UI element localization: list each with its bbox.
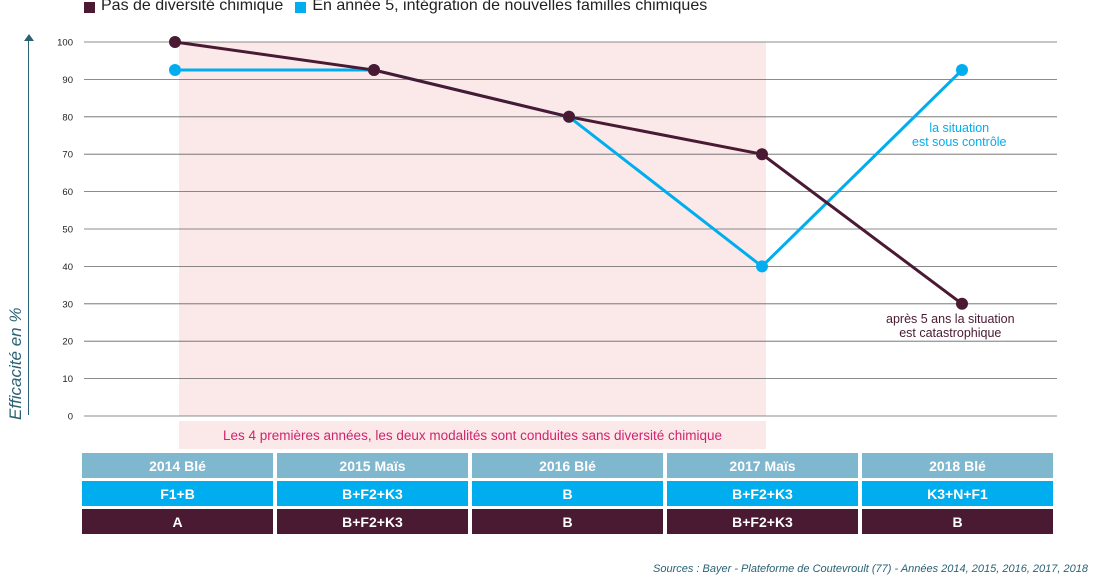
y-axis-arrow-icon — [24, 34, 34, 41]
y-tick-label: 100 — [57, 38, 73, 49]
table-cell-blue: B+F2+K3 — [667, 481, 858, 506]
y-tick-label: 10 — [62, 374, 73, 385]
table-cell-dark: B — [472, 509, 663, 534]
table-cell-blue: B+F2+K3 — [277, 481, 468, 506]
line-chart: 0 10 20 30 40 50 60 70 80 90 100 — [57, 36, 1057, 423]
table-row-years: 2014 Blé 2015 Maïs 2016 Blé 2017 Maïs 20… — [82, 453, 1058, 478]
table-row-no-diversity: A B+F2+K3 B B+F2+K3 B — [82, 509, 1058, 534]
y-tick-label: 20 — [62, 337, 73, 348]
data-point — [368, 64, 380, 77]
source-note: Sources : Bayer - Plateforme de Coutevro… — [653, 563, 1088, 575]
table-cell-dark: B+F2+K3 — [277, 509, 468, 534]
legend-item-new-families: En année 5, intégration de nouvelles fam… — [295, 0, 707, 15]
y-tick-label: 40 — [62, 262, 73, 273]
legend-label-new-families: En année 5, intégration de nouvelles fam… — [312, 0, 708, 14]
annotation-under-control-line2: est sous contrôle — [912, 135, 1007, 149]
table-row-new-families: F1+B B+F2+K3 B B+F2+K3 K3+N+F1 — [82, 481, 1058, 506]
legend-label-no-diversity: Pas de diversité chimique — [101, 0, 284, 14]
table-cell-year: 2015 Maïs — [277, 453, 468, 478]
legend-swatch-blue — [295, 1, 307, 13]
data-point — [956, 64, 968, 77]
y-tick-label: 30 — [62, 299, 73, 310]
y-tick-label: 60 — [62, 187, 73, 198]
table-cell-year: 2017 Maïs — [667, 453, 858, 478]
y-axis-line — [28, 38, 29, 415]
table-cell-year: 2014 Blé — [82, 453, 273, 478]
data-point — [563, 110, 575, 123]
y-tick-label: 90 — [62, 75, 73, 86]
table-cell-dark: B — [862, 509, 1053, 534]
table-cell-year: 2018 Blé — [862, 453, 1053, 478]
grid-layer: 0 10 20 30 40 50 60 70 80 90 100 — [57, 38, 1057, 423]
data-point — [756, 148, 768, 161]
annotation-under-control-line1: la situation — [929, 121, 990, 135]
annotation-catastrophic: après 5 ans la situation est catastrophi… — [886, 312, 1015, 340]
treatment-table: 2014 Blé 2015 Maïs 2016 Blé 2017 Maïs 20… — [82, 453, 1058, 537]
data-point — [956, 297, 968, 310]
legend-swatch-dark — [84, 1, 95, 13]
table-cell-dark: A — [82, 509, 273, 534]
annotation-under-control: la situation est sous contrôle — [912, 121, 1007, 149]
series-layer — [169, 36, 968, 310]
y-tick-label: 0 — [68, 412, 73, 423]
shaded-region-note: Les 4 premières années, les deux modalit… — [179, 421, 766, 449]
table-cell-blue: B — [472, 481, 663, 506]
data-point — [756, 260, 768, 273]
y-tick-label: 70 — [62, 150, 73, 161]
data-point — [169, 64, 181, 77]
y-tick-label: 50 — [62, 225, 73, 236]
legend-item-no-diversity: Pas de diversité chimique — [84, 0, 283, 15]
table-cell-blue: F1+B — [82, 481, 273, 506]
annotation-catastrophic-line2: est catastrophique — [899, 326, 1002, 340]
data-point — [169, 36, 181, 48]
table-cell-blue: K3+N+F1 — [862, 481, 1053, 506]
annotation-catastrophic-line1: après 5 ans la situation — [886, 312, 1015, 326]
legend: Pas de diversité chimique En année 5, in… — [84, 0, 719, 15]
y-tick-label: 80 — [62, 112, 73, 123]
table-cell-dark: B+F2+K3 — [667, 509, 858, 534]
table-cell-year: 2016 Blé — [472, 453, 663, 478]
